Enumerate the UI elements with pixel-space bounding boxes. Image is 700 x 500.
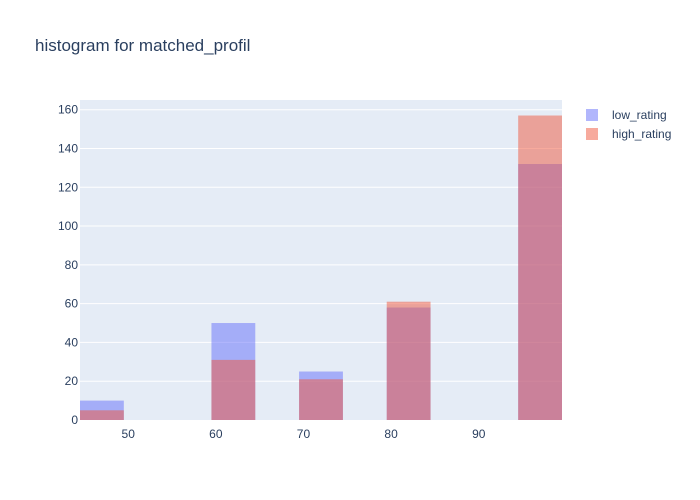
x-tick-label: 90 [472,427,486,441]
bar-high_rating-3[interactable] [386,301,431,420]
x-axis-ticks: 50 60 70 80 90 [122,427,486,441]
legend-label-low_rating[interactable]: low_rating [612,108,667,122]
y-tick-label: 40 [65,335,79,349]
y-tick-label: 80 [65,258,79,272]
y-tick-label: 20 [65,374,79,388]
y-tick-label: 0 [71,413,78,427]
chart-title: histogram for matched_profil [35,36,250,55]
y-tick-label: 60 [65,297,79,311]
y-tick-label: 120 [58,180,78,194]
plot-background [80,100,562,420]
bar-high_rating-4[interactable] [518,115,562,421]
y-tick-label: 140 [58,141,78,155]
legend-swatch-low_rating[interactable] [586,109,598,121]
x-tick-label: 70 [297,427,311,441]
bar-high_rating-1[interactable] [211,359,256,420]
legend[interactable]: low_rating high_rating [586,108,671,141]
legend-swatch-high_rating[interactable] [586,128,598,140]
x-tick-label: 80 [384,427,398,441]
y-tick-label: 100 [58,219,78,233]
x-tick-label: 50 [122,427,136,441]
y-tick-label: 160 [58,103,78,117]
legend-label-high_rating[interactable]: high_rating [612,127,671,141]
x-tick-label: 60 [209,427,223,441]
y-axis-ticks: 0 20 40 60 80 100 120 140 160 [58,103,78,427]
bar-high_rating-2[interactable] [299,379,343,420]
bar-high_rating-0[interactable] [80,410,124,420]
bars [80,115,562,421]
gridlines [80,109,562,382]
